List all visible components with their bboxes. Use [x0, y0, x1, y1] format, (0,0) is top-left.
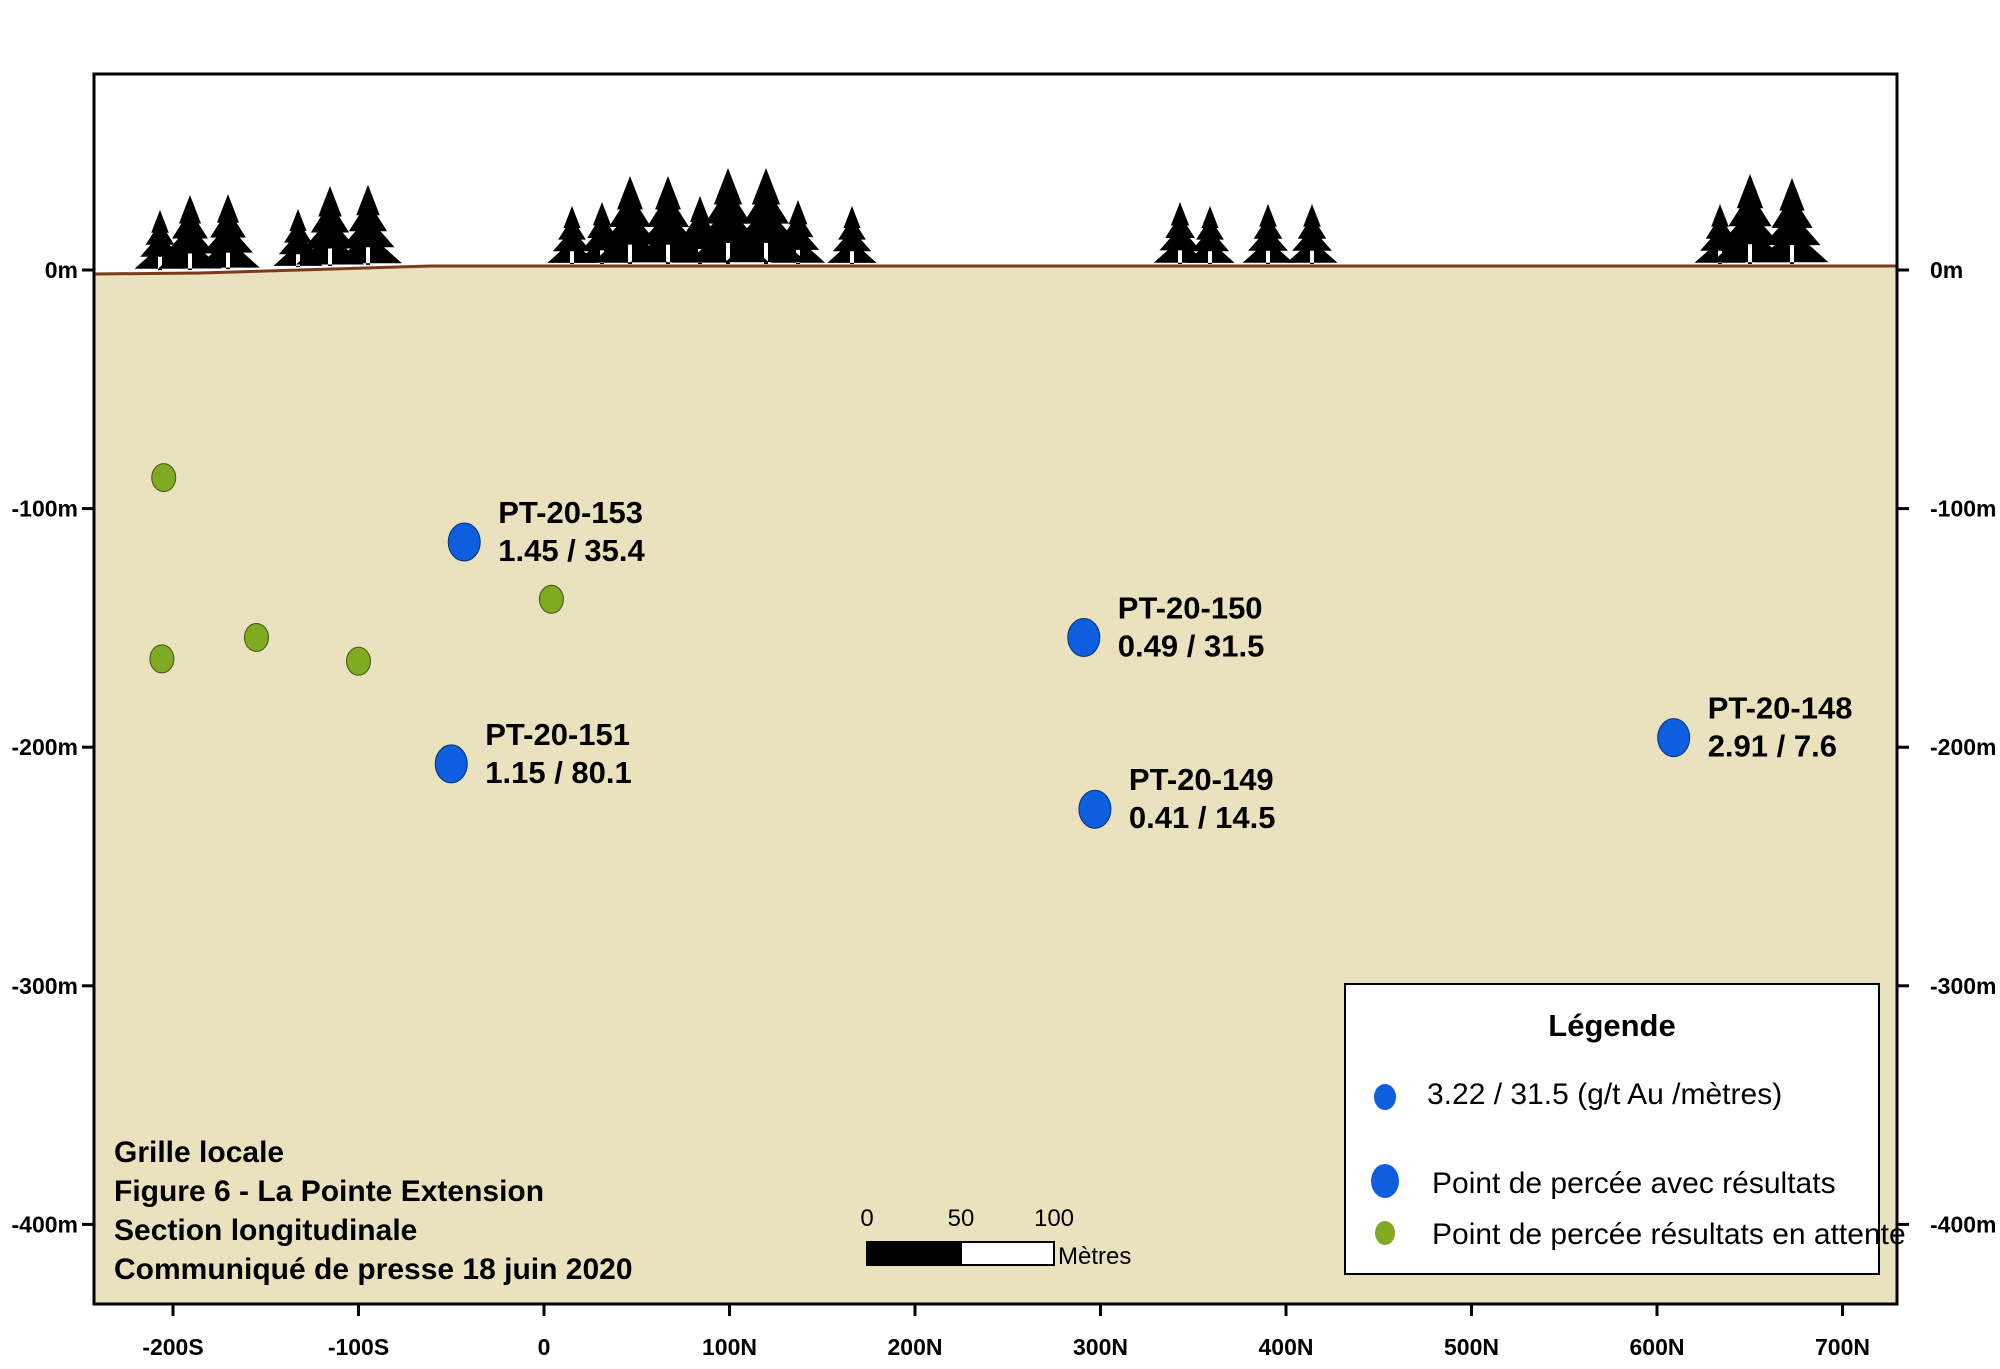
y-tick-label-right-1: -100m	[1930, 496, 1996, 522]
drill-hole-id-3: PT-20-149	[1129, 762, 1274, 797]
tree-icon-2	[196, 194, 260, 270]
pending-drill-point-3	[346, 646, 371, 676]
y-tick-label-right-4: -400m	[1930, 1211, 1996, 1237]
legend-results-swatch	[1371, 1164, 1399, 1198]
y-tick-label-right-0: 0m	[1930, 257, 1963, 283]
legend-pending-swatch	[1375, 1221, 1395, 1245]
drill-hole-result-1: 1.15 / 80.1	[485, 755, 632, 790]
result-drill-point-0	[447, 522, 481, 562]
caption-line-2: Figure 6 - La Pointe Extension	[114, 1175, 544, 1208]
legend-pending-label: Point de percée résultats en attente	[1432, 1218, 1906, 1251]
scale-unit: Mètres	[1058, 1243, 1131, 1270]
x-tick-label-8: 600N	[1630, 1334, 1685, 1360]
legend-box	[1344, 983, 1880, 1275]
legend-title: Légende	[1548, 1008, 1675, 1043]
x-axis: -200S -100S 0 100N 200N 300N 400N 500N 600N 700N	[142, 1304, 1870, 1360]
x-tick-label-1: -100S	[328, 1334, 389, 1360]
pending-drill-point-0	[151, 463, 177, 493]
drill-hole-result-0: 1.45 / 35.4	[498, 533, 645, 568]
scale-segment-white	[960, 1241, 1055, 1266]
y-tick-label-left-4: -400m	[12, 1211, 78, 1237]
y-axis: 0m 0m -100m -100m -200m -200m -300m -300m -400m -…	[12, 257, 1997, 1237]
tree-icon-18	[1286, 204, 1338, 264]
y-tick-label-right-3: -300m	[1930, 973, 1996, 999]
tree-icon-13	[770, 200, 826, 264]
frame-border	[92, 72, 1899, 1306]
x-tick-label-7: 500N	[1444, 1334, 1499, 1360]
tree-icon-21	[1755, 178, 1829, 264]
result-drill-point-2	[1067, 617, 1101, 657]
x-tick-label-2: 0	[538, 1334, 551, 1360]
y-tick-label-right-2: -200m	[1930, 734, 1996, 760]
pending-drill-point-2	[243, 622, 269, 652]
caption-line-1: Grille locale	[114, 1136, 284, 1169]
pending-drill-point-4	[538, 584, 564, 614]
x-tick-label-4: 200N	[888, 1334, 943, 1360]
result-drill-point-3	[1078, 789, 1112, 829]
result-drill-point-1	[434, 744, 468, 784]
tree-icon-5	[334, 184, 402, 265]
sky-area	[94, 74, 1897, 274]
x-tick-label-5: 300N	[1073, 1334, 1128, 1360]
drill-hole-result-2: 0.49 / 31.5	[1118, 628, 1265, 663]
drill-hole-id-0: PT-20-153	[498, 495, 643, 530]
tree-icon-14	[827, 206, 877, 264]
y-tick-label-left-3: -300m	[12, 973, 78, 999]
legend: Légende 3.22 / 31.5 (g/t Au /mètres) Poi…	[1344, 983, 1906, 1275]
scale-label-50: 50	[948, 1205, 975, 1232]
pending-drill-point-1	[149, 644, 175, 674]
scale-label-100: 100	[1034, 1205, 1074, 1232]
legend-results-label: Point de percée avec résultats	[1432, 1167, 1836, 1200]
x-tick-label-9: 700N	[1815, 1334, 1870, 1360]
caption-line-3: Section longitudinale	[114, 1214, 417, 1247]
scale-segment-black	[866, 1241, 962, 1266]
drill-hole-id-1: PT-20-151	[485, 717, 630, 752]
y-tick-label-left-1: -100m	[12, 496, 78, 522]
caption-line-4: Communiqué de presse 18 juin 2020	[114, 1253, 633, 1286]
surface-line	[93, 264, 1897, 276]
drill-hole-result-4: 2.91 / 7.6	[1708, 729, 1837, 764]
tree-icon-17	[1242, 204, 1294, 264]
tree-icon-16	[1185, 206, 1235, 264]
scale-label-0: 0	[860, 1205, 873, 1232]
figure-caption: Grille locale Figure 6 - La Pointe Exten…	[114, 1136, 633, 1286]
y-tick-label-left-0: 0m	[45, 257, 78, 283]
result-drill-point-4	[1657, 718, 1691, 758]
tree-silhouettes	[134, 168, 1829, 270]
y-tick-label-left-2: -200m	[12, 734, 78, 760]
tree-icon-0	[134, 210, 186, 270]
x-tick-label-0: -200S	[142, 1334, 203, 1360]
legend-example-label: 3.22 / 31.5 (g/t Au /mètres)	[1427, 1078, 1782, 1111]
drill-hole-result-3: 0.41 / 14.5	[1129, 800, 1276, 835]
x-tick-label-3: 100N	[702, 1334, 757, 1360]
drill-hole-id-4: PT-20-148	[1708, 691, 1853, 726]
x-tick-label-6: 400N	[1259, 1334, 1314, 1360]
scale-bar: 0 50 100 Mètres	[860, 1205, 1131, 1270]
drill-hole-id-2: PT-20-150	[1118, 590, 1263, 625]
legend-example-swatch	[1374, 1084, 1396, 1110]
